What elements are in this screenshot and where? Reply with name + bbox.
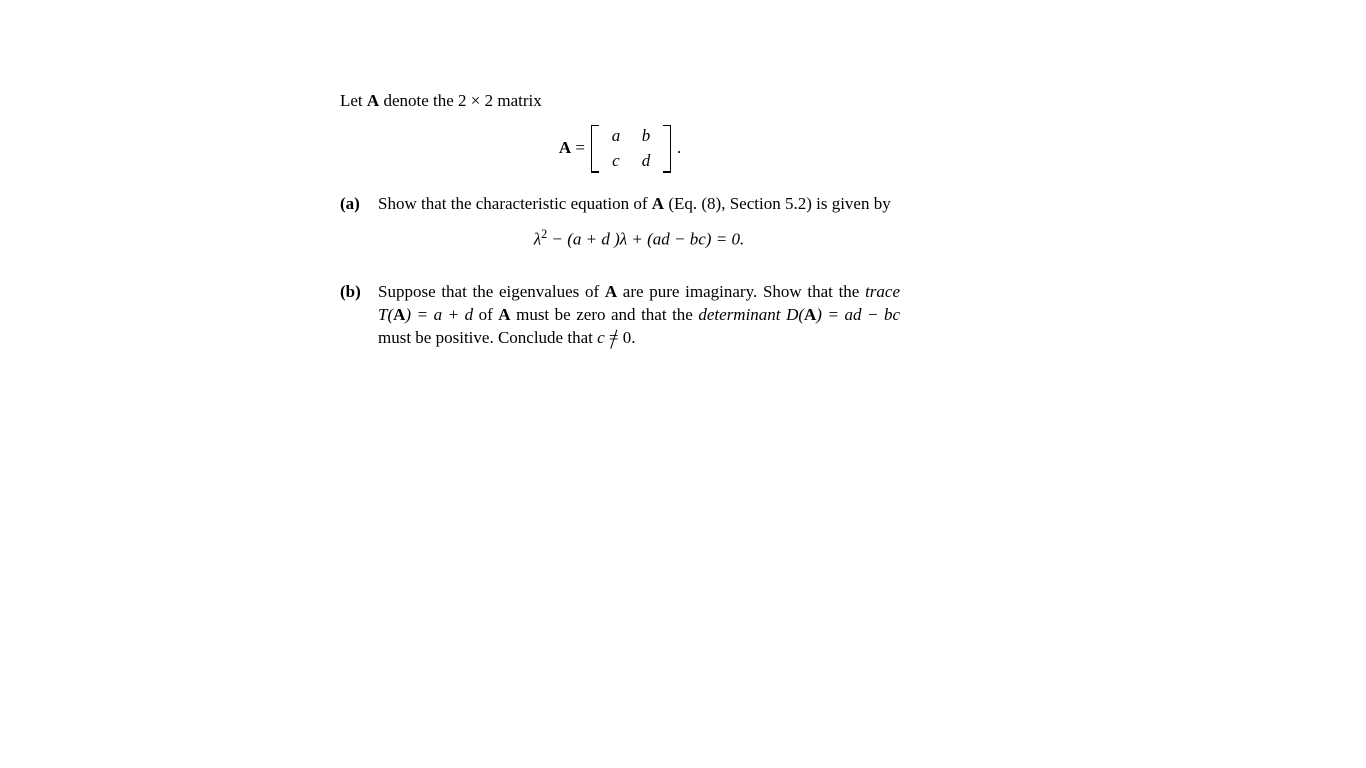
intro-A: A bbox=[367, 91, 379, 110]
pb-neq: = bbox=[609, 327, 619, 350]
part-a-text-post: (Eq. (8), Section 5.2) is given by bbox=[664, 194, 891, 213]
part-a-text-pre: Show that the characteristic equation of bbox=[378, 194, 652, 213]
matrix-b: b bbox=[640, 125, 652, 148]
part-a-label: (a) bbox=[340, 193, 378, 268]
part-a-A: A bbox=[652, 194, 664, 213]
pb-t5: must be zero and that the bbox=[511, 305, 699, 324]
pb-trace-expr2: ) = a + d bbox=[405, 305, 473, 324]
problem-block: Let A denote the 2 × 2 matrix A = a b c … bbox=[340, 90, 900, 364]
matrix-right-bracket bbox=[662, 125, 671, 173]
matrix-period: . bbox=[677, 137, 681, 160]
pb-zero: 0. bbox=[618, 328, 635, 347]
pb-t7: must be positive. Conclude that bbox=[378, 328, 597, 347]
part-a: (a) Show that the characteristic equatio… bbox=[340, 193, 900, 268]
matrix-left-bracket bbox=[591, 125, 600, 173]
pb-det-expr1: D( bbox=[786, 305, 804, 324]
pb-A2: A bbox=[393, 305, 405, 324]
part-b: (b) Suppose that the eigenvalues of A ar… bbox=[340, 281, 900, 350]
matrix-wrap: A = a b c d . bbox=[559, 123, 681, 175]
pb-t4: of bbox=[473, 305, 498, 324]
matrix-d: d bbox=[640, 150, 652, 173]
pb-A4: A bbox=[804, 305, 816, 324]
matrix-equals: = bbox=[571, 138, 585, 157]
pb-t1: Suppose that the eigenvalues of bbox=[378, 282, 605, 301]
pb-trace-expr1: T( bbox=[378, 305, 393, 324]
intro-mid: denote the 2 × 2 matrix bbox=[379, 91, 542, 110]
pb-t2: are pure imaginary. Show that the bbox=[617, 282, 865, 301]
eq-rest: − (a + d )λ + (ad − bc) = 0. bbox=[547, 229, 744, 248]
pb-det-word: determinant bbox=[698, 305, 780, 324]
matrix-equation: A = a b c d . bbox=[340, 123, 900, 175]
matrix-entries: a b c d bbox=[606, 123, 656, 175]
intro-pre: Let bbox=[340, 91, 367, 110]
part-a-equation: λ2 − (a + d )λ + (ad − bc) = 0. bbox=[378, 226, 900, 252]
pb-trace-word: trace bbox=[865, 282, 900, 301]
pb-det-expr2: ) = ad − bc bbox=[816, 305, 900, 324]
matrix-lhs-A: A bbox=[559, 138, 571, 157]
pb-c: c bbox=[597, 328, 605, 347]
matrix-c: c bbox=[610, 150, 622, 173]
matrix-a: a bbox=[610, 125, 622, 148]
part-a-body: Show that the characteristic equation of… bbox=[378, 193, 900, 268]
pb-A1: A bbox=[605, 282, 617, 301]
part-b-label: (b) bbox=[340, 281, 378, 350]
pb-A3: A bbox=[498, 305, 510, 324]
part-b-body: Suppose that the eigenvalues of A are pu… bbox=[378, 281, 900, 350]
intro-line: Let A denote the 2 × 2 matrix bbox=[340, 90, 900, 113]
